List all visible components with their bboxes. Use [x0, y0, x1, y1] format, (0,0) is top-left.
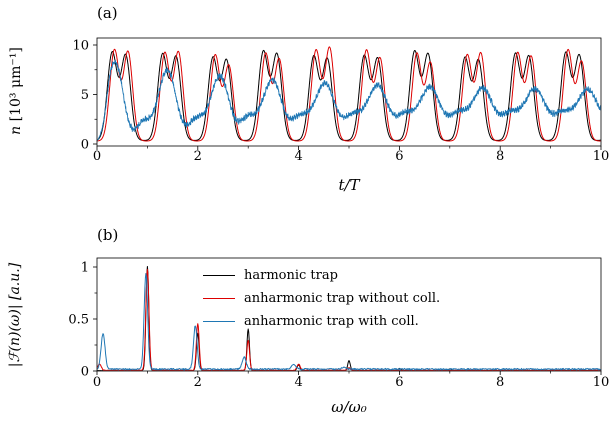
y-tick-label: 10	[72, 39, 89, 54]
panel-a-tag: (a)	[97, 4, 118, 22]
y-tick-label: 5	[81, 88, 89, 103]
series-line-harmonic-trap	[97, 49, 601, 141]
y-tick-label: 0	[81, 138, 89, 153]
legend-item-anharmonic-no-coll: anharmonic trap without coll.	[203, 287, 440, 310]
y-tick-label: 0.5	[68, 313, 89, 328]
x-tick-label: 6	[395, 375, 403, 390]
legend-item-anharmonic-coll: anharmonic trap with coll.	[203, 310, 440, 333]
series-line-anharmonic-no-coll	[97, 46, 601, 142]
x-tick-label: 10	[593, 149, 610, 164]
x-tick-label: 8	[496, 375, 504, 390]
x-tick-label: 8	[496, 149, 504, 164]
x-tick-label: 10	[593, 375, 610, 390]
legend-line-swatch-anharmonic-coll	[203, 321, 235, 322]
spectrum-line-anharmonic-no-coll	[97, 268, 601, 371]
x-tick-label: 0	[93, 375, 101, 390]
series-line-anharmonic-coll	[97, 60, 601, 141]
panel-b-plot: 0 2 4 6 8 10 0 0.5 1	[68, 257, 610, 390]
legend-label: anharmonic trap with coll.	[244, 314, 419, 329]
legend-label: harmonic trap	[244, 268, 338, 283]
panel-b-x-axis-label: ω/ω₀	[331, 398, 367, 416]
x-tick-label: 4	[294, 149, 302, 164]
legend: harmonic trap anharmonic trap without co…	[203, 264, 440, 333]
x-tick-label: 2	[194, 375, 202, 390]
panel-b-tag: (b)	[97, 226, 119, 244]
spectrum-line-anharmonic-coll	[97, 272, 601, 371]
panel-a-plot: 0 2 4 6 8 10 0 5 10	[72, 37, 610, 164]
legend-line-swatch-anharmonic-no-coll	[203, 298, 235, 299]
x-tick-label: 4	[294, 375, 302, 390]
x-tick-label: 2	[194, 149, 202, 164]
legend-item-harmonic: harmonic trap	[203, 264, 440, 287]
y-tick-label: 1	[81, 261, 89, 276]
legend-label: anharmonic trap without coll.	[244, 291, 441, 306]
axes-frame	[96, 37, 602, 147]
x-tick-label: 6	[395, 149, 403, 164]
panel-a-x-axis-label: t/T	[338, 176, 360, 194]
x-tick-label: 0	[93, 149, 101, 164]
legend-line-swatch-harmonic	[203, 275, 235, 276]
y-tick-label: 0	[81, 365, 89, 380]
